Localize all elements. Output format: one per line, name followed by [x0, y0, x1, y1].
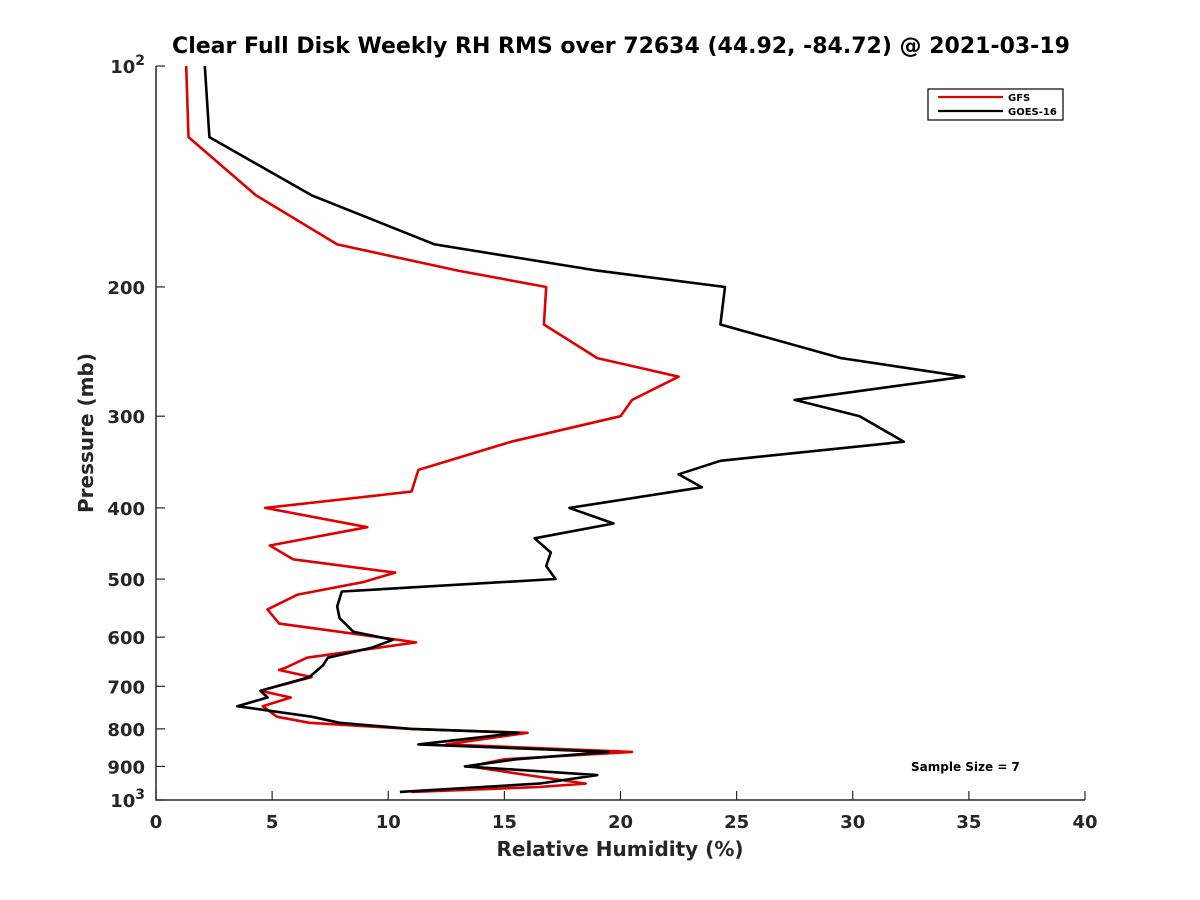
y-tick-label: 800 — [107, 720, 145, 741]
x-tick-label: 35 — [956, 812, 981, 833]
y-tick-label: 103 — [110, 787, 145, 812]
y-tick-base: 400 — [107, 499, 145, 520]
x-tick-label: 5 — [266, 812, 279, 833]
y-tick-base: 800 — [107, 720, 145, 741]
y-tick-base: 300 — [107, 407, 145, 428]
y-tick-label: 600 — [107, 628, 145, 649]
y-tick-base: 500 — [107, 570, 145, 591]
x-tick-label: 20 — [608, 812, 633, 833]
y-tick-base: 200 — [107, 278, 145, 299]
legend-box — [927, 88, 1064, 121]
series-line-gfs — [184, 65, 680, 794]
series-lines — [184, 65, 966, 794]
axes-frame — [155, 66, 1085, 801]
x-tick-label: 0 — [150, 812, 163, 833]
chart-title: Clear Full Disk Weekly RH RMS over 72634… — [172, 34, 1070, 59]
y-tick-base: 10 — [110, 57, 135, 78]
series-line-goes16 — [203, 65, 966, 794]
y-tick-base: 10 — [110, 791, 135, 812]
y-tick-base: 700 — [107, 677, 145, 698]
y-tick-label: 900 — [107, 757, 145, 778]
y-tick-label: 102 — [110, 53, 145, 78]
legend-label-goes16: GOES-16 — [1008, 107, 1057, 118]
x-tick-label: 15 — [492, 812, 517, 833]
y-tick-exponent: 2 — [135, 53, 145, 69]
y-tick-exponent: 3 — [135, 787, 145, 803]
y-tick-base: 600 — [107, 628, 145, 649]
y-tick-label: 400 — [107, 499, 145, 520]
x-tick-labels: 0 5 10 15 20 25 30 35 40 — [150, 812, 1098, 833]
y-tick-label: 200 — [107, 278, 145, 299]
axis-ticks — [155, 65, 1086, 801]
y-tick-label: 700 — [107, 677, 145, 698]
legend: GFS GOES-16 — [927, 88, 1064, 121]
x-tick-label: 10 — [376, 812, 401, 833]
y-tick-base: 900 — [107, 757, 145, 778]
y-tick-label: 300 — [107, 407, 145, 428]
y-tick-label: 500 — [107, 570, 145, 591]
legend-label-gfs: GFS — [1008, 93, 1030, 104]
x-tick-label: 25 — [724, 812, 749, 833]
x-tick-label: 30 — [840, 812, 865, 833]
y-axis-label: Pressure (mb) — [74, 353, 98, 513]
x-tick-label: 40 — [1072, 812, 1097, 833]
x-axis-label: Relative Humidity (%) — [496, 837, 743, 861]
sample-size-annotation: Sample Size = 7 — [911, 760, 1020, 774]
